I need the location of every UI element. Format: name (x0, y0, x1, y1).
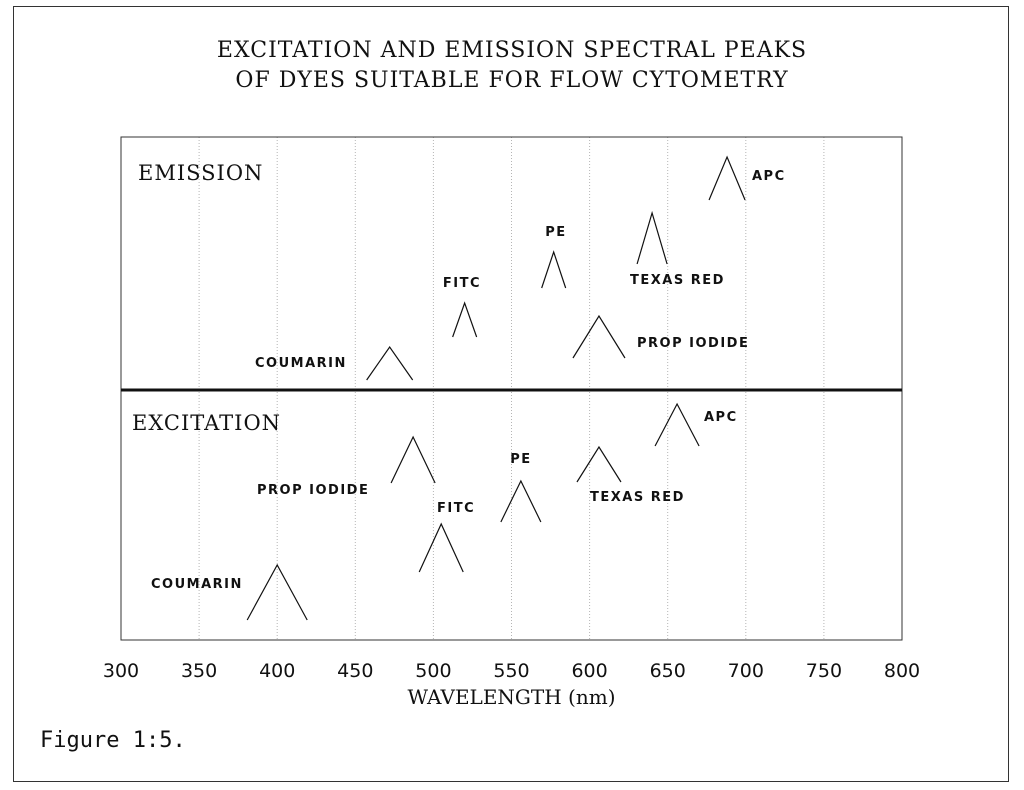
x-tick-label-700: 700 (728, 660, 764, 682)
emission-peak-label-pe: PE (545, 225, 566, 240)
excitation-peak-label-texas-red: TEXAS RED (590, 490, 685, 505)
emission-peak-prop-iodide (572, 314, 626, 359)
excitation-peak-pe (500, 479, 542, 523)
chart-title: EXCITATION AND EMISSION SPECTRAL PEAKS (216, 38, 808, 63)
chart-subtitle: OF DYES SUITABLE FOR FLOW CYTOMETRY (235, 68, 789, 93)
figure-caption: Figure 1:5. (40, 728, 186, 753)
emission-peak-label-apc: APC (752, 169, 786, 184)
excitation-peak-label-prop-iodide: PROP IODIDE (257, 483, 369, 498)
excitation-peak-fitc (418, 522, 464, 573)
x-tick-label-300: 300 (103, 660, 139, 682)
excitation-peak-prop-iodide (390, 435, 436, 484)
x-tick-label-550: 550 (493, 660, 529, 682)
x-tick-label-650: 650 (650, 660, 686, 682)
figure-frame (13, 6, 1009, 782)
x-tick-label-600: 600 (571, 660, 607, 682)
panel-label-excitation: EXCITATION (132, 411, 281, 435)
excitation-peak-label-coumarin: COUMARIN (151, 577, 243, 592)
emission-peak-label-prop-iodide: PROP IODIDE (637, 336, 749, 351)
excitation-peak-label-pe: PE (510, 452, 531, 467)
emission-peak-fitc (452, 301, 478, 338)
x-tick-label-400: 400 (259, 660, 295, 682)
x-tick-label-500: 500 (415, 660, 451, 682)
emission-peak-apc (708, 155, 746, 201)
x-axis-label: WAVELENGTH (nm) (408, 685, 616, 709)
x-tick-label-800: 800 (884, 660, 920, 682)
excitation-peak-coumarin (246, 563, 308, 621)
emission-peak-label-texas-red: TEXAS RED (630, 273, 725, 288)
panel-label-emission: EMISSION (138, 161, 263, 185)
emission-peak-label-coumarin: COUMARIN (255, 356, 347, 371)
emission-peak-pe (541, 250, 567, 289)
emission-peak-coumarin (366, 345, 414, 381)
x-tick-label-750: 750 (806, 660, 842, 682)
excitation-peak-apc (654, 402, 700, 447)
x-tick-label-350: 350 (181, 660, 217, 682)
excitation-peak-texas-red (576, 445, 622, 483)
excitation-peak-label-fitc: FITC (437, 501, 475, 516)
emission-peak-texas-red (636, 210, 668, 265)
excitation-peak-label-apc: APC (704, 410, 738, 425)
emission-peak-label-fitc: FITC (443, 276, 481, 291)
x-tick-label-450: 450 (337, 660, 373, 682)
